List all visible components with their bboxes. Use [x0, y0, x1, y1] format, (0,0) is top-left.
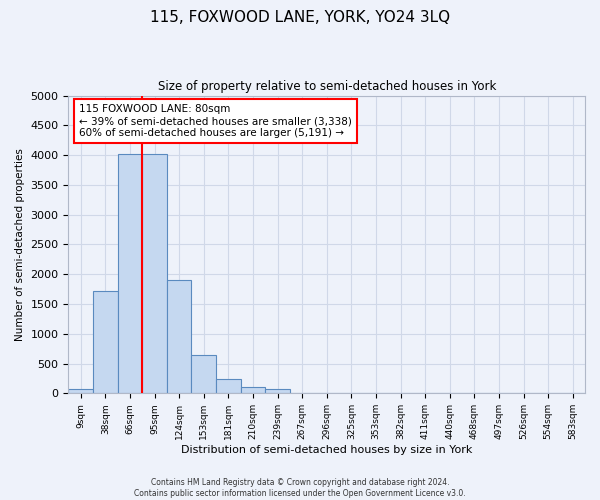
Bar — [167, 280, 191, 394]
Text: Contains HM Land Registry data © Crown copyright and database right 2024.
Contai: Contains HM Land Registry data © Crown c… — [134, 478, 466, 498]
X-axis label: Distribution of semi-detached houses by size in York: Distribution of semi-detached houses by … — [181, 445, 472, 455]
Bar — [142, 154, 167, 394]
Text: 115 FOXWOOD LANE: 80sqm
← 39% of semi-detached houses are smaller (3,338)
60% of: 115 FOXWOOD LANE: 80sqm ← 39% of semi-de… — [79, 104, 352, 138]
Bar — [241, 388, 265, 394]
Bar — [191, 354, 216, 394]
Text: 115, FOXWOOD LANE, YORK, YO24 3LQ: 115, FOXWOOD LANE, YORK, YO24 3LQ — [150, 10, 450, 25]
Bar — [93, 291, 118, 394]
Bar — [68, 389, 93, 394]
Bar — [216, 379, 241, 394]
Y-axis label: Number of semi-detached properties: Number of semi-detached properties — [15, 148, 25, 341]
Bar — [265, 390, 290, 394]
Title: Size of property relative to semi-detached houses in York: Size of property relative to semi-detach… — [158, 80, 496, 93]
Bar — [118, 154, 142, 394]
